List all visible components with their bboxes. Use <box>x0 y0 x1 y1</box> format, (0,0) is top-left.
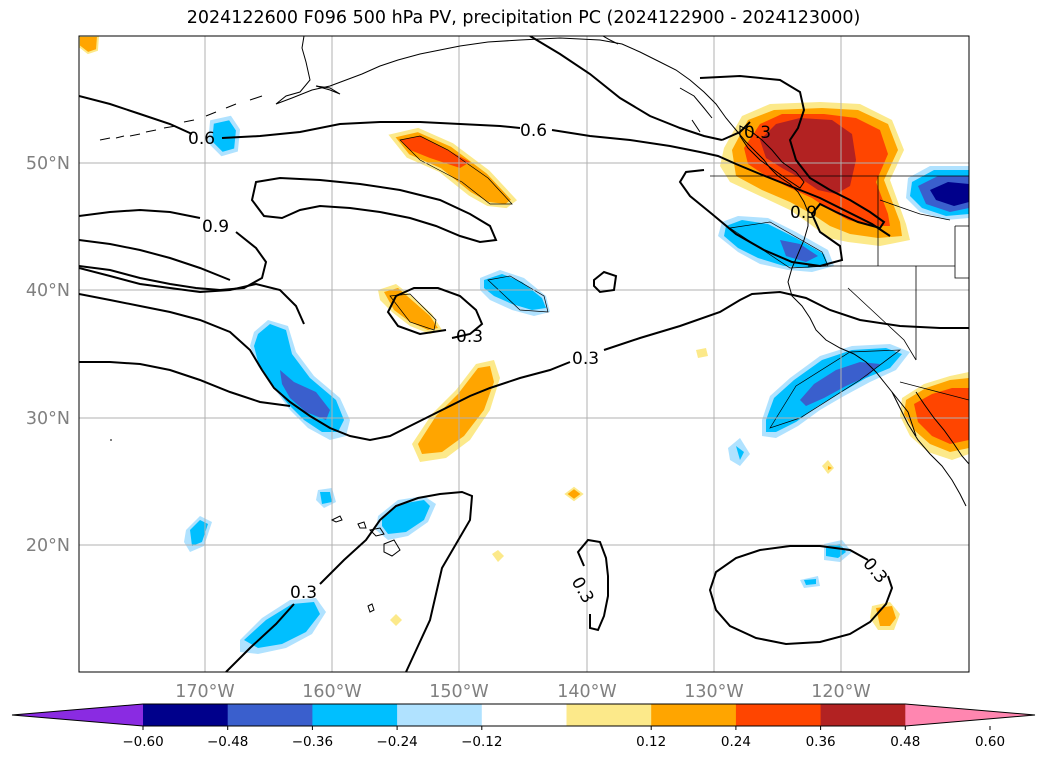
colorbar-tick-label: −0.24 <box>376 734 417 750</box>
colorbar-segment <box>735 704 822 726</box>
lon-labels: 170°W 160°W 150°W 140°W 130°W 120°W <box>175 682 870 702</box>
precip-blob-aleutian <box>207 115 241 157</box>
lat-labels: 50°N 40°N 30°N 20°N <box>26 154 70 556</box>
lat-label: 20°N <box>26 536 70 556</box>
lon-label: 160°W <box>302 682 361 702</box>
lon-label: 120°W <box>811 682 870 702</box>
contour-label: 0.3 <box>744 123 771 143</box>
pv-contours <box>79 36 969 672</box>
contour-label: 0.9 <box>202 217 229 237</box>
colorbar-tick-label: −0.12 <box>461 734 502 750</box>
contour-label: 0.3 <box>572 349 599 369</box>
colorbar-segment <box>820 704 906 726</box>
contour-label: 0.9 <box>790 203 817 223</box>
map-content: 0.6 0.6 0.9 0.3 0.3 0.3 0.3 0.3 0.9 0.3 <box>79 36 969 672</box>
lon-label: 140°W <box>557 682 616 702</box>
lat-label: 50°N <box>26 154 70 174</box>
colorbar-segment <box>397 704 483 726</box>
borders <box>710 175 969 401</box>
contour-label: 0.3 <box>456 327 483 347</box>
map-frame <box>78 35 970 673</box>
contour-label: 0.6 <box>520 121 547 141</box>
contour-label: 0.6 <box>188 129 215 149</box>
colorbar-extend-max <box>905 704 1035 726</box>
colorbar <box>11 703 1036 730</box>
colorbar-tick-label: 0.24 <box>721 734 751 750</box>
precip-blob-topleft <box>79 36 100 55</box>
lat-label: 40°N <box>26 281 70 301</box>
colorbar-segment <box>312 704 398 726</box>
colorbar-segment <box>227 704 313 726</box>
lon-label: 170°W <box>175 682 234 702</box>
colorbar-segment <box>566 704 652 726</box>
colorbar-segment <box>143 704 229 726</box>
colorbar-segment <box>481 704 567 726</box>
colorbar-segment <box>651 704 737 726</box>
contour-label: 0.3 <box>290 583 317 603</box>
colorbar-extend-min <box>12 704 143 726</box>
chart-title: 2024122600 F096 500 hPa PV, precipitatio… <box>186 8 861 28</box>
lon-label: 130°W <box>684 682 743 702</box>
precip-shading <box>79 36 969 654</box>
colorbar-tick-label: −0.36 <box>292 734 333 750</box>
colorbar-tick-label: −0.60 <box>122 734 163 750</box>
lon-label: 150°W <box>429 682 488 702</box>
coastlines <box>99 36 969 613</box>
colorbar-tick-label: 0.48 <box>890 734 920 750</box>
colorbar-tick-label: −0.48 <box>207 734 248 750</box>
lat-label: 30°N <box>26 409 70 429</box>
colorbar-tick-label: 0.60 <box>975 734 1005 750</box>
colorbar-tick-label: 0.36 <box>806 734 836 750</box>
colorbar-tick-label: 0.12 <box>636 734 666 750</box>
colorbar-ticks: −0.60 −0.48 −0.36 −0.24 −0.12 0.12 0.24 … <box>122 734 1005 750</box>
